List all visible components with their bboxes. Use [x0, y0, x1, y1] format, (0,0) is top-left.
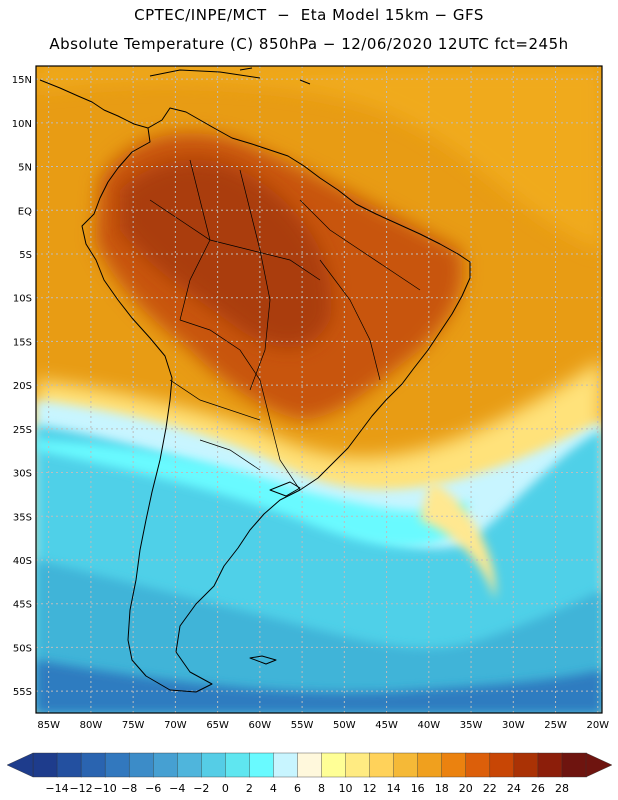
- lon-tick-label: 50W: [333, 720, 356, 731]
- colorbar-swatch: [104, 752, 130, 778]
- colorbar-label: 26: [531, 782, 545, 795]
- colorbar-label: 20: [459, 782, 473, 795]
- colorbar-swatch: [249, 752, 275, 778]
- colorbar-swatch: [489, 752, 515, 778]
- colorbar-swatch: [177, 752, 203, 778]
- lon-tick-label: 85W: [37, 720, 60, 731]
- coastline: [39, 67, 471, 693]
- longitude-labels: 85W 80W 75W 70W 65W 60W 55W 50W 45W 40W 35W 30W 25W 2…: [37, 720, 609, 731]
- colorbar-label: 16: [411, 782, 425, 795]
- colorbar-label: −8: [121, 782, 137, 795]
- field-hot-core: [120, 159, 332, 348]
- lon-tick-label: 25W: [544, 720, 567, 731]
- colorbar-swatch: [128, 752, 154, 778]
- colorbar-swatch: [225, 752, 251, 778]
- lon-tick-label: 65W: [206, 720, 229, 731]
- colorbar-swatch: [417, 752, 443, 778]
- colorbar-label: −12: [69, 782, 92, 795]
- colorbar-label: 28: [555, 782, 569, 795]
- field-band-18: [36, 66, 602, 250]
- lat-tick-label: 30S: [13, 469, 32, 480]
- colorbar-swatch: [56, 752, 82, 778]
- colorbar-swatch: [273, 752, 299, 778]
- colorbar-label: −10: [94, 782, 117, 795]
- lon-tick-label: 55W: [291, 720, 314, 731]
- lon-tick-label: 75W: [122, 720, 145, 731]
- colorbar-swatch: [80, 752, 106, 778]
- colorbar-swatch: [561, 752, 587, 778]
- colorbar-label: 8: [318, 782, 325, 795]
- lon-tick-label: 70W: [164, 720, 187, 731]
- colorbar: −14 −12 −10 −8 −6 −4 −2 0 2 4 6 8 10 12 14 16 18 20 22 24 26…: [6, 752, 613, 795]
- colorbar-label: −14: [45, 782, 68, 795]
- field-band-4: [36, 440, 470, 547]
- lat-tick-label: 20S: [13, 381, 32, 392]
- colorbar-label: 2: [246, 782, 253, 795]
- colorbar-swatch: [321, 752, 347, 778]
- lon-tick-label: 40W: [418, 720, 441, 731]
- caribbean-islands: [149, 67, 311, 85]
- field-band-minus8: [36, 660, 602, 713]
- central-america-outline: [39, 79, 149, 129]
- lat-tick-label: 15N: [12, 75, 32, 86]
- lon-tick-label: 20W: [586, 720, 609, 731]
- colorbar-swatch: [393, 752, 419, 778]
- lat-tick-label: 45S: [13, 600, 32, 611]
- lat-tick-label: EQ: [18, 206, 32, 217]
- colorbar-label: 22: [483, 782, 497, 795]
- lon-tick-label: 35W: [460, 720, 483, 731]
- south-america-outline: [81, 107, 471, 693]
- colorbar-swatch: [201, 752, 227, 778]
- colorbar-swatch: [513, 752, 539, 778]
- lat-tick-label: 25S: [13, 425, 32, 436]
- colorbar-label: 12: [363, 782, 377, 795]
- temperature-field: [36, 66, 602, 713]
- colorbar-label: −6: [145, 782, 161, 795]
- colorbar-swatch: [32, 752, 58, 778]
- colorbar-label: 0: [222, 782, 229, 795]
- colorbar-label: 6: [294, 782, 301, 795]
- latitude-labels: 15N 10N 5N EQ 5S 10S 15S 20S 25S 30S 35S 40S 45S 50S 5…: [12, 75, 32, 698]
- colorbar-label: −4: [169, 782, 185, 795]
- country-borders: [149, 159, 421, 491]
- lat-tick-label: 55S: [13, 687, 32, 698]
- lon-tick-label: 80W: [80, 720, 103, 731]
- colorbar-label: 14: [387, 782, 401, 795]
- graticule: [36, 66, 602, 713]
- colorbar-label: 10: [339, 782, 353, 795]
- lat-tick-label: 50S: [13, 643, 32, 654]
- colorbar-label: −2: [193, 782, 209, 795]
- colorbar-swatch: [465, 752, 491, 778]
- colorbar-swatch: [153, 752, 178, 778]
- lon-tick-label: 60W: [249, 720, 272, 731]
- lon-tick-label: 45W: [375, 720, 398, 731]
- colorbar-swatch: [537, 752, 563, 778]
- rio-de-la-plata: [269, 481, 301, 497]
- map-title-line-2: Absolute Temperature (C) 850hPa − 12/06/…: [49, 35, 569, 53]
- falkland-islands: [249, 655, 277, 665]
- map-frame: [35, 65, 603, 714]
- colorbar-swatch: [345, 752, 371, 778]
- lat-tick-label: 40S: [13, 556, 32, 567]
- lat-tick-label: 15S: [13, 337, 32, 348]
- colorbar-low-end: [6, 752, 34, 778]
- map-title-line-1: CPTEC/INPE/MCT − Eta Model 15km − GFS: [134, 6, 484, 24]
- lon-tick-label: 30W: [502, 720, 525, 731]
- colorbar-label: 18: [435, 782, 449, 795]
- colorbar-high-end: [585, 752, 613, 778]
- lat-tick-label: 10N: [12, 119, 32, 130]
- lat-tick-label: 5S: [19, 250, 32, 261]
- lat-tick-label: 35S: [13, 512, 32, 523]
- colorbar-swatch: [297, 752, 323, 778]
- colorbar-label: 4: [270, 782, 277, 795]
- lat-tick-label: 10S: [13, 294, 32, 305]
- lat-tick-label: 5N: [18, 163, 32, 174]
- field-band-minus2: [36, 560, 602, 713]
- field-warm-tongue: [420, 480, 496, 600]
- colorbar-swatch: [369, 752, 395, 778]
- colorbar-swatch: [441, 752, 467, 778]
- colorbar-label: 24: [507, 782, 521, 795]
